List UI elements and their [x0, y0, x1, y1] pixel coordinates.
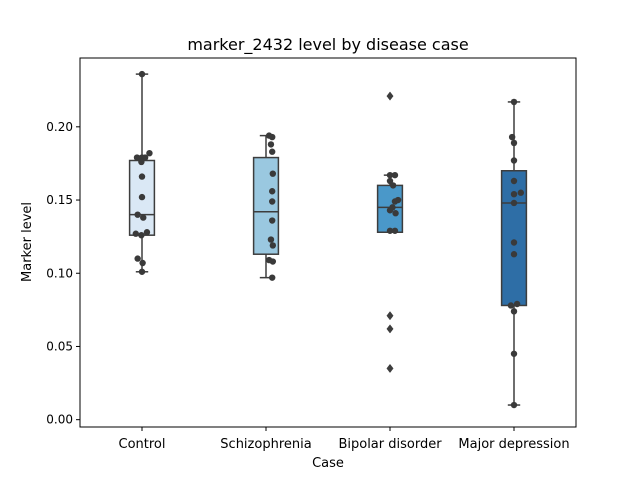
data-point [134, 255, 141, 262]
data-point [138, 158, 145, 166]
plot-area [128, 70, 528, 409]
outlier-point [386, 324, 394, 334]
y-axis: 0.00 0.05 0.10 0.15 0.20 [46, 120, 80, 427]
data-point [508, 133, 516, 141]
axes-frame [79, 57, 577, 428]
data-point [389, 182, 397, 189]
data-point [141, 154, 149, 161]
data-point [391, 227, 399, 234]
data-point [394, 196, 402, 204]
data-point [510, 98, 518, 106]
data-point [138, 193, 146, 201]
data-point [391, 171, 399, 179]
data-point [143, 229, 151, 236]
x-tick-label: Schizophrenia [220, 437, 311, 452]
data-point [138, 268, 146, 275]
data-point [510, 251, 518, 258]
data-point [510, 350, 518, 357]
x-tick-label: Bipolar disorder [338, 437, 442, 452]
strip-points [386, 171, 402, 234]
data-point [269, 148, 276, 155]
data-point [517, 189, 525, 196]
data-point [510, 157, 518, 164]
data-point [392, 210, 399, 217]
x-tick-label: Major depression [458, 437, 569, 452]
data-point [513, 300, 521, 308]
strip-points [265, 132, 277, 281]
data-point [138, 173, 146, 180]
data-point [269, 274, 276, 281]
chart-title: marker_2432 level by disease case [187, 35, 468, 55]
data-point [132, 230, 139, 237]
x-axis-label: Case [312, 456, 344, 471]
data-point [269, 133, 276, 141]
outlier-point [386, 363, 394, 373]
y-axis-label: Marker level [20, 202, 35, 282]
data-point [386, 207, 394, 214]
data-point [138, 231, 145, 239]
outlier-point [386, 91, 394, 101]
data-point [267, 236, 275, 243]
data-point [510, 177, 518, 185]
data-point [386, 227, 394, 234]
data-point [138, 70, 146, 78]
outlier-point [386, 311, 394, 321]
data-point [269, 217, 276, 224]
data-point [269, 242, 277, 249]
y-tick-label: 0.10 [46, 266, 73, 280]
data-point [269, 170, 277, 177]
data-point [507, 302, 515, 309]
data-point [134, 211, 141, 218]
y-tick-label: 0.15 [46, 193, 73, 207]
data-point [386, 171, 394, 179]
data-point [267, 141, 275, 148]
y-tick-label: 0.00 [46, 413, 73, 427]
x-tick-label: Control [119, 437, 166, 452]
data-point [510, 139, 518, 147]
data-point [269, 258, 277, 265]
y-tick-label: 0.20 [46, 120, 73, 134]
data-point [269, 198, 276, 205]
strip-points [507, 98, 525, 409]
data-point [510, 190, 518, 198]
data-point [146, 149, 153, 157]
data-point [510, 308, 518, 315]
data-point [140, 214, 147, 221]
data-point [139, 259, 146, 267]
data-point [269, 188, 276, 195]
data-point [510, 199, 518, 207]
x-axis: Control Schizophrenia Bipolar disorder Majo… [119, 427, 570, 452]
data-point [133, 154, 141, 161]
data-point [510, 401, 518, 409]
strip-points [132, 70, 153, 275]
y-tick-label: 0.05 [46, 339, 73, 353]
data-point [510, 239, 518, 246]
